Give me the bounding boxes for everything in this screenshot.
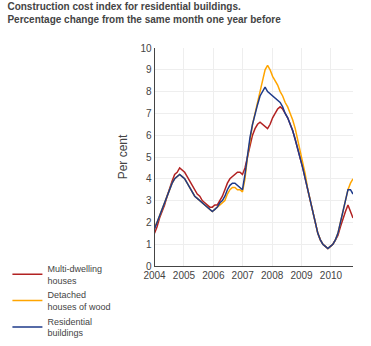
svg-text:2006: 2006 [202, 270, 225, 281]
svg-text:0: 0 [146, 261, 152, 272]
svg-text:Multi-dwellinghouses: Multi-dwellinghouses [47, 264, 102, 286]
svg-text:10: 10 [140, 43, 152, 54]
svg-text:2: 2 [146, 217, 152, 228]
svg-text:9: 9 [146, 64, 152, 75]
svg-text:2005: 2005 [173, 270, 196, 281]
svg-text:5: 5 [146, 152, 152, 163]
svg-text:Residentialbuildings: Residentialbuildings [47, 317, 92, 339]
svg-text:Detachedhouses of wood: Detachedhouses of wood [47, 290, 110, 312]
svg-text:Construction cost index for re: Construction cost index for residential … [7, 1, 281, 25]
svg-text:Per cent: Per cent [116, 134, 130, 179]
svg-text:7: 7 [146, 108, 152, 119]
svg-text:8: 8 [146, 86, 152, 97]
svg-text:4: 4 [146, 173, 152, 184]
svg-text:2010: 2010 [320, 270, 343, 281]
svg-text:2009: 2009 [290, 270, 313, 281]
svg-text:2004: 2004 [143, 270, 166, 281]
svg-text:2008: 2008 [261, 270, 284, 281]
svg-text:3: 3 [146, 195, 152, 206]
svg-text:1: 1 [146, 239, 152, 250]
svg-text:2007: 2007 [232, 270, 255, 281]
svg-text:6: 6 [146, 130, 152, 141]
